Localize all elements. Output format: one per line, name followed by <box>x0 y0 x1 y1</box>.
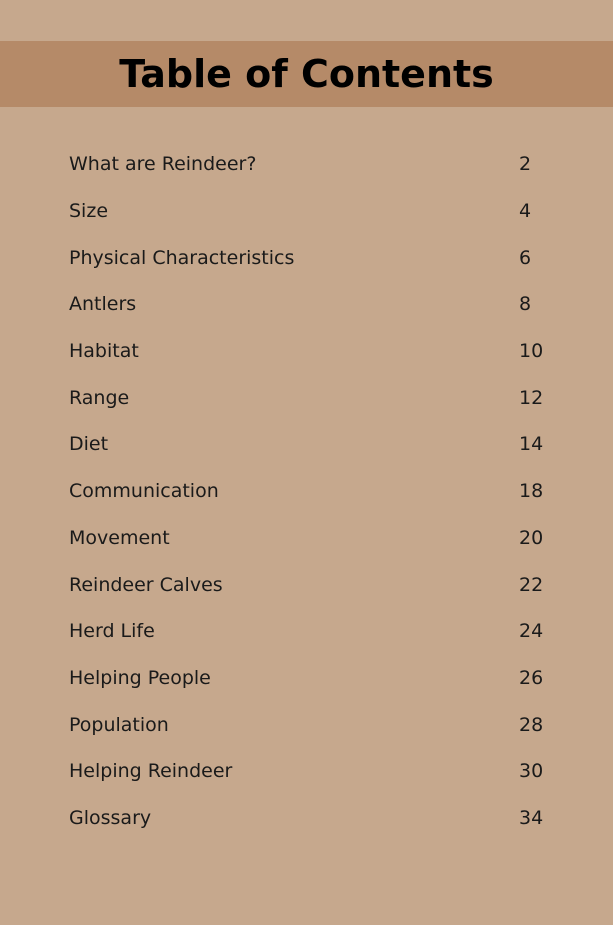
title-band: Table of Contents <box>0 41 613 107</box>
toc-entry: Reindeer Calves 22 <box>69 561 549 608</box>
toc-entry-label: Movement <box>69 526 170 549</box>
toc-entry: Glossary 34 <box>69 795 549 842</box>
toc-entry-label: Habitat <box>69 340 139 363</box>
toc-entry-label: Herd Life <box>69 620 155 643</box>
toc-entry-page: 6 <box>519 246 532 269</box>
toc-entry-page: 24 <box>519 620 544 643</box>
toc-entry: Helping Reindeer 30 <box>69 748 549 795</box>
toc-entry-label: Helping People <box>69 666 211 689</box>
toc-entry-label: Communication <box>69 480 219 503</box>
toc-entry-page: 18 <box>519 480 544 503</box>
toc-entry: Antlers 8 <box>69 281 549 328</box>
toc-entry-label: Antlers <box>69 293 137 316</box>
toc-entry: Helping People 26 <box>69 655 549 702</box>
toc-entry: Physical Characteristics 6 <box>69 234 549 281</box>
toc-entry-label: What are Reindeer? <box>69 153 257 176</box>
toc-entry-label: Reindeer Calves <box>69 573 223 596</box>
toc-entry: Range 12 <box>69 374 549 421</box>
toc-entry-label: Physical Characteristics <box>69 246 295 269</box>
toc-entry-label: Size <box>69 200 109 223</box>
toc-entry-page: 34 <box>519 806 544 829</box>
toc-entry: Population 28 <box>69 701 549 748</box>
toc-entry: Herd Life 24 <box>69 608 549 655</box>
toc-entry-page: 28 <box>519 713 544 736</box>
toc-entry: Size 4 <box>69 188 549 235</box>
toc-entry-page: 8 <box>519 293 532 316</box>
toc-entry-label: Range <box>69 386 130 409</box>
toc-entry: Diet 14 <box>69 421 549 468</box>
toc-entry-label: Glossary <box>69 806 152 829</box>
toc-entry-label: Helping Reindeer <box>69 760 233 783</box>
toc-entry-page: 22 <box>519 573 544 596</box>
toc-entry-page: 2 <box>519 153 532 176</box>
toc-entry-label: Diet <box>69 433 109 456</box>
toc-entry-page: 12 <box>519 386 544 409</box>
toc-entry-page: 4 <box>519 200 532 223</box>
toc-entry: Communication 18 <box>69 468 549 515</box>
page-title: Table of Contents <box>119 52 494 96</box>
toc-entry-page: 26 <box>519 666 544 689</box>
toc-entry: Movement 20 <box>69 515 549 562</box>
toc-entry-page: 14 <box>519 433 544 456</box>
toc-list: What are Reindeer? 2 Size 4 Physical Charact… <box>69 141 549 841</box>
toc-entry: What are Reindeer? 2 <box>69 141 549 188</box>
toc-entry: Habitat 10 <box>69 328 549 375</box>
toc-entry-page: 30 <box>519 760 544 783</box>
toc-entry-label: Population <box>69 713 169 736</box>
toc-entry-page: 10 <box>519 340 544 363</box>
toc-entry-page: 20 <box>519 526 544 549</box>
